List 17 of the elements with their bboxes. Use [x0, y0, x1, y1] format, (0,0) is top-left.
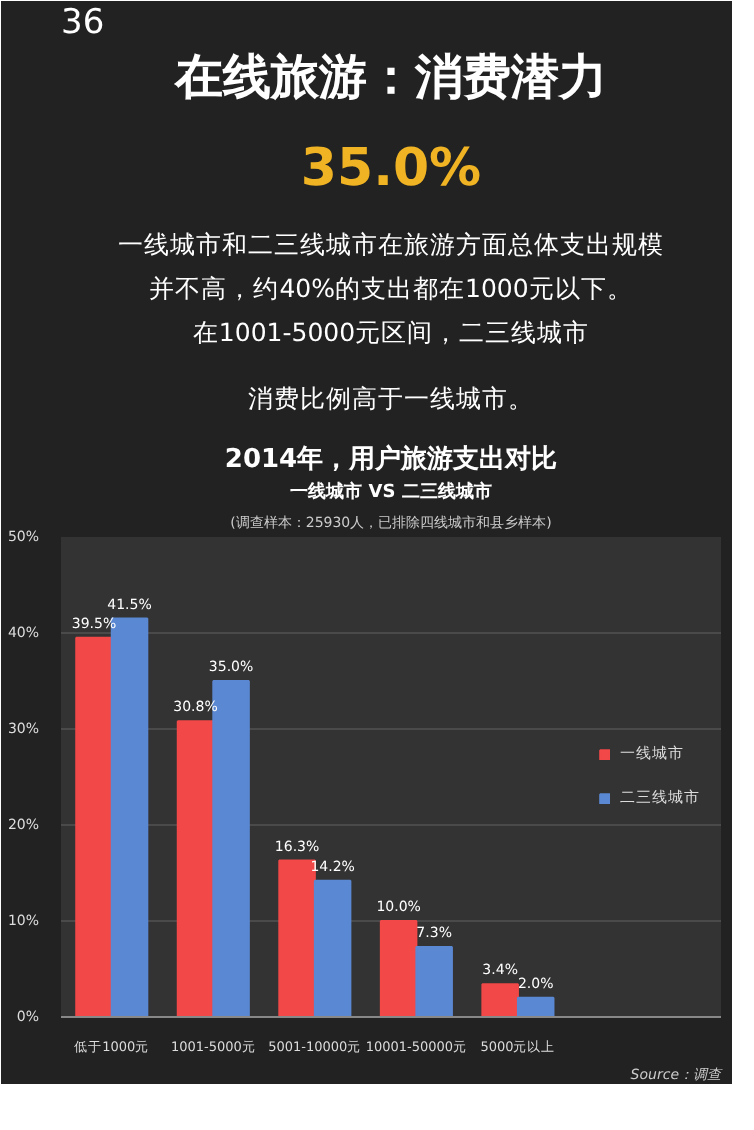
bar	[516, 996, 555, 1017]
chart-title: 2014年，用户旅游支出对比	[224, 443, 558, 475]
bar	[313, 879, 352, 1017]
text: 在1001-5000元区间，二三线城市	[192, 317, 590, 347]
text: 并不高，约40%的支出都在1000元以下。	[149, 273, 633, 303]
bar	[415, 945, 453, 1017]
bar	[176, 720, 215, 1017]
bar	[75, 636, 113, 1017]
text: 36	[61, 3, 105, 43]
text: 消费比例高于一线城市。	[248, 383, 534, 413]
text: 一线城市和二三线城市在旅游方面总体支出规模	[118, 229, 664, 259]
bar	[481, 983, 519, 1017]
bar	[278, 859, 316, 1017]
text: 35.0%	[300, 139, 482, 199]
bar	[379, 920, 418, 1017]
chart-subtitle: 一线城市 VS 二三线城市	[290, 481, 492, 503]
text: 在线旅游：消费潜力	[173, 49, 607, 105]
